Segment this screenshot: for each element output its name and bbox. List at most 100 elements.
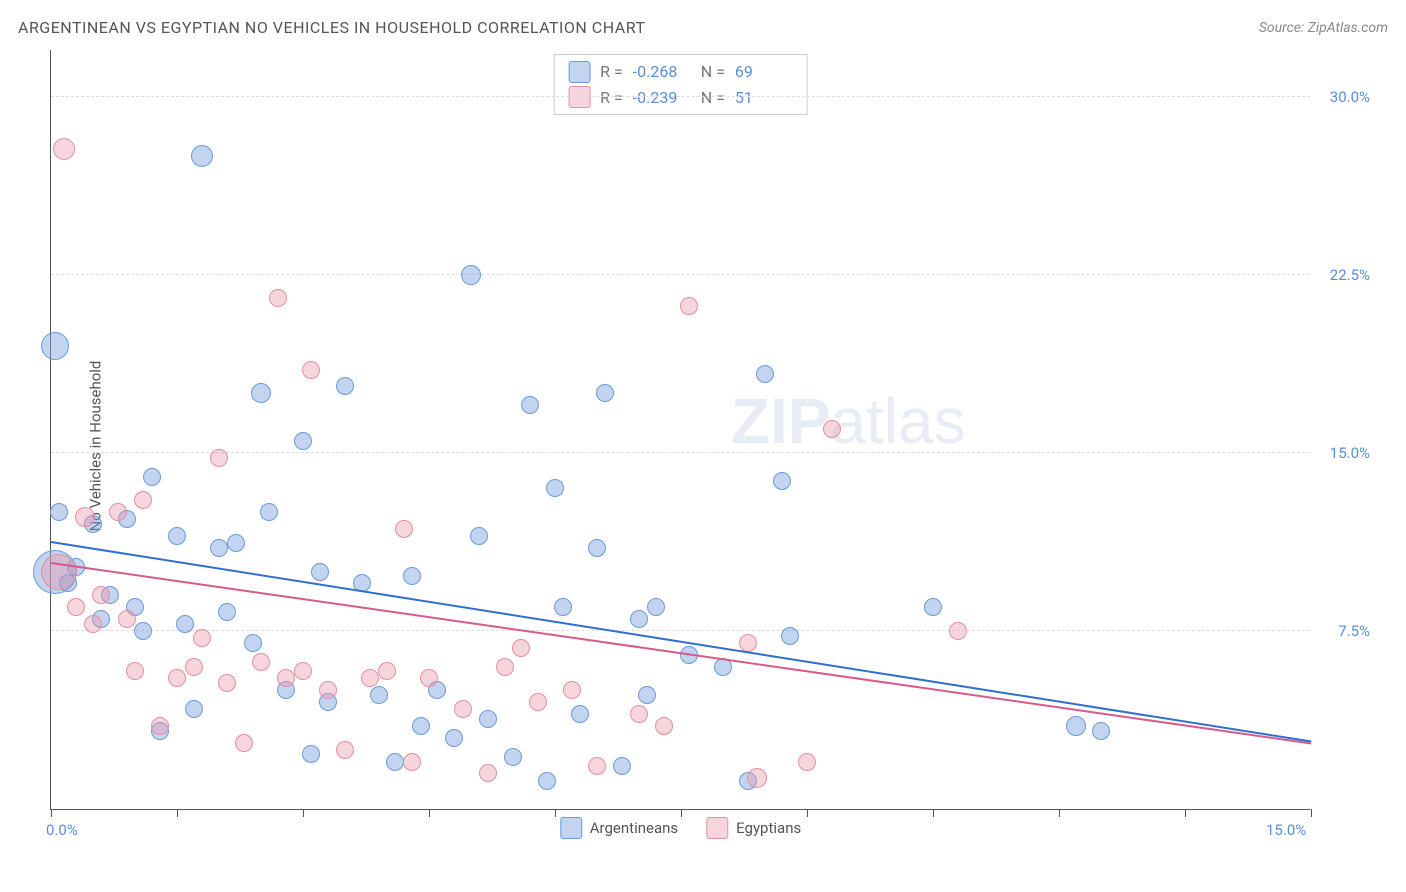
- scatter-point: [529, 693, 547, 711]
- legend-item-0: Argentineans: [560, 817, 678, 839]
- scatter-point: [461, 265, 481, 285]
- y-tick-label: 30.0%: [1330, 88, 1370, 106]
- x-tick: [429, 809, 430, 817]
- x-tick-label: 15.0%: [1266, 821, 1306, 839]
- scatter-point: [588, 539, 606, 557]
- scatter-point: [563, 681, 581, 699]
- scatter-point: [244, 634, 262, 652]
- scatter-point: [386, 753, 404, 771]
- scatter-point: [378, 662, 396, 680]
- scatter-point: [1066, 716, 1086, 736]
- source-label: Source: ZipAtlas.com: [1259, 20, 1388, 36]
- scatter-point: [53, 138, 75, 160]
- swatch-series-1: [706, 817, 728, 839]
- r-value-0: -0.268: [633, 59, 691, 85]
- scatter-point: [445, 729, 463, 747]
- scatter-point: [479, 710, 497, 728]
- swatch-series-0: [568, 61, 590, 83]
- n-label: N =: [701, 85, 725, 111]
- scatter-point: [92, 586, 110, 604]
- scatter-point: [739, 634, 757, 652]
- scatter-point: [479, 764, 497, 782]
- n-label: N =: [701, 59, 725, 85]
- gridline: [51, 274, 1310, 275]
- scatter-point: [395, 520, 413, 538]
- scatter-point: [781, 627, 799, 645]
- scatter-point: [251, 383, 271, 403]
- scatter-point: [294, 662, 312, 680]
- scatter-point: [235, 734, 253, 752]
- scatter-point: [319, 681, 337, 699]
- scatter-point: [260, 503, 278, 521]
- legend-label-1: Egyptians: [736, 819, 801, 837]
- scatter-point: [403, 753, 421, 771]
- x-tick: [1185, 809, 1186, 817]
- scatter-point: [302, 745, 320, 763]
- scatter-point: [134, 491, 152, 509]
- watermark: ZIPatlas: [731, 384, 966, 458]
- swatch-series-1: [568, 86, 590, 108]
- x-tick: [177, 809, 178, 817]
- scatter-point: [924, 598, 942, 616]
- scatter-point: [554, 598, 572, 616]
- x-tick: [51, 809, 52, 817]
- y-tick-label: 7.5%: [1338, 622, 1370, 640]
- r-label: R =: [600, 59, 623, 85]
- bottom-legend: Argentineans Egyptians: [560, 817, 801, 839]
- y-tick-label: 15.0%: [1330, 444, 1370, 462]
- scatter-point: [191, 145, 213, 167]
- scatter-point: [512, 639, 530, 657]
- scatter-point: [134, 622, 152, 640]
- x-tick: [933, 809, 934, 817]
- stats-legend-box: R = -0.268 N = 69 R = -0.239 N = 51: [553, 54, 808, 115]
- scatter-point: [647, 598, 665, 616]
- scatter-point: [630, 610, 648, 628]
- scatter-point: [311, 563, 329, 581]
- scatter-point: [470, 527, 488, 545]
- scatter-point: [269, 289, 287, 307]
- scatter-point: [613, 757, 631, 775]
- legend-label-0: Argentineans: [590, 819, 678, 837]
- scatter-point: [504, 748, 522, 766]
- gridline: [51, 96, 1310, 97]
- scatter-point: [218, 674, 236, 692]
- scatter-point: [302, 361, 320, 379]
- scatter-point: [84, 615, 102, 633]
- scatter-point: [185, 700, 203, 718]
- scatter-point: [336, 741, 354, 759]
- scatter-point: [41, 332, 69, 360]
- scatter-point: [454, 700, 472, 718]
- scatter-point: [798, 753, 816, 771]
- scatter-point: [638, 686, 656, 704]
- x-tick: [1311, 809, 1312, 817]
- gridline: [51, 630, 1310, 631]
- gridline: [51, 452, 1310, 453]
- x-tick: [681, 809, 682, 817]
- scatter-point: [336, 377, 354, 395]
- scatter-point: [277, 669, 295, 687]
- scatter-point: [747, 768, 767, 788]
- scatter-point: [571, 705, 589, 723]
- scatter-point: [252, 653, 270, 671]
- trend-line: [51, 541, 1311, 742]
- scatter-point: [176, 615, 194, 633]
- r-label: R =: [600, 85, 623, 111]
- scatter-point: [756, 365, 774, 383]
- scatter-point: [143, 468, 161, 486]
- scatter-point: [496, 658, 514, 676]
- scatter-point: [218, 603, 236, 621]
- x-tick: [807, 809, 808, 817]
- n-value-0: 69: [735, 59, 793, 85]
- scatter-point: [193, 629, 211, 647]
- watermark-zip: ZIP: [731, 385, 831, 457]
- scatter-point: [109, 503, 127, 521]
- x-tick-label: 0.0%: [46, 821, 78, 839]
- scatter-point: [227, 534, 245, 552]
- scatter-point: [538, 772, 556, 790]
- scatter-point: [823, 420, 841, 438]
- scatter-point: [75, 507, 95, 527]
- scatter-point: [168, 527, 186, 545]
- stats-row-series-1: R = -0.239 N = 51: [568, 85, 793, 111]
- scatter-point: [680, 297, 698, 315]
- scatter-point: [596, 384, 614, 402]
